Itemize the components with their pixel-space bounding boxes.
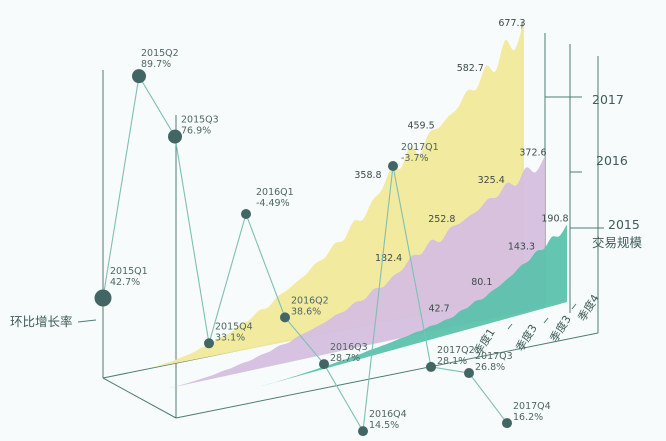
period-label-2016Q2: 2016Q2 <box>291 295 329 306</box>
quarter-tick-2 <box>507 323 513 330</box>
growth-line <box>102 74 508 433</box>
value-label-2016-q4: 372.6 <box>519 148 546 159</box>
growth-label-2017Q4: 16.2% <box>513 412 543 423</box>
value-label-2015-q2: 80.1 <box>471 277 492 288</box>
value-label-2017-q3: 582.7 <box>457 63 484 74</box>
year-label-2015: 2015 <box>608 217 640 232</box>
growth-point-2017Q1 <box>388 161 398 171</box>
period-label-2017Q2: 2017Q2 <box>437 345 475 356</box>
value-label-2017-q4: 677.3 <box>498 18 525 29</box>
growth-point-2017Q4 <box>502 418 512 429</box>
value-label-2017-q2: 459.5 <box>407 120 434 131</box>
value-label-2017-q1: 358.8 <box>354 170 381 181</box>
growth-label-2015Q2: 89.7% <box>141 59 171 70</box>
growth-label-2016Q4: 14.5% <box>369 420 399 431</box>
period-label-2015Q3: 2015Q3 <box>181 115 219 126</box>
growth-point-2015Q4 <box>204 338 214 349</box>
growth-label-2016Q1: -4.49% <box>256 198 290 209</box>
growth-label-2015Q1: 42.7% <box>110 277 140 288</box>
growth-label-2017Q3: 26.8% <box>475 362 505 373</box>
growth-label-2017Q2: 28.1% <box>437 356 467 367</box>
growth-point-2016Q3 <box>319 359 329 370</box>
area-series-group <box>145 20 567 389</box>
quarter-label-2: 季度3 <box>513 322 540 354</box>
period-label-2015Q2: 2015Q2 <box>141 48 179 59</box>
period-label-2016Q1: 2016Q1 <box>256 187 294 198</box>
area-2015 <box>262 224 567 386</box>
period-label-2017Q3: 2017Q3 <box>475 351 513 362</box>
growth-point-2016Q2 <box>280 312 290 323</box>
quarter-label-3: 季度3 <box>547 313 574 345</box>
floor-front-edge <box>175 332 599 419</box>
value-label-2015-q1: 42.7 <box>429 303 450 314</box>
y-axis-title-leader <box>77 319 97 323</box>
growth-label-2015Q3: 76.9% <box>181 126 211 137</box>
value-label-2015-q4: 190.8 <box>541 214 568 225</box>
value-label-2016-q3: 325.4 <box>478 175 505 186</box>
growth-label-2016Q2: 38.6% <box>291 306 321 317</box>
period-label-2017Q4: 2017Q4 <box>513 401 551 412</box>
growth-point-2017Q3 <box>464 368 474 379</box>
quarter-tick-4 <box>571 303 577 310</box>
period-label-2017Q1: 2017Q1 <box>401 142 439 153</box>
growth-label-2016Q3: 28.7% <box>330 353 360 364</box>
value-label-2015-q3: 143.3 <box>508 241 535 252</box>
quarter-tick-3 <box>543 317 549 324</box>
growth-point-2016Q4 <box>358 426 368 437</box>
period-label-2016Q3: 2016Q3 <box>330 342 368 353</box>
year-label-2016: 2016 <box>596 153 628 168</box>
growth-label-2017Q1: -3.7% <box>401 153 429 164</box>
growth-point-2015Q1 <box>94 289 112 307</box>
growth-point-2017Q2 <box>426 361 436 372</box>
area-2016 <box>165 155 545 389</box>
y-axis-title: 环比增长率 <box>10 314 73 329</box>
period-label-2016Q4: 2016Q4 <box>369 409 407 420</box>
period-label-2015Q4: 2015Q4 <box>215 321 253 332</box>
floor-left-edge <box>102 377 177 419</box>
growth-label-2015Q4: 33.1% <box>215 332 245 343</box>
value-label-2016-q2: 252.8 <box>428 214 455 225</box>
z-axis-title: 交易规模 <box>592 235 643 250</box>
area-value-labels: 358.8 459.5 582.7 677.3 182.4 252.8 325.4 372.6… <box>354 18 568 314</box>
growth-point-2015Q3 <box>168 129 182 144</box>
period-label-2015Q1: 2015Q1 <box>110 266 148 277</box>
year-label-2017: 2017 <box>592 92 624 107</box>
value-label-2016-q1: 182.4 <box>375 253 402 264</box>
growth-line-group: 2015Q142.7%2015Q289.7%2015Q376.9%2015Q43… <box>94 48 551 437</box>
growth-point-2016Q1 <box>241 209 251 219</box>
growth-point-2015Q2 <box>132 69 146 84</box>
